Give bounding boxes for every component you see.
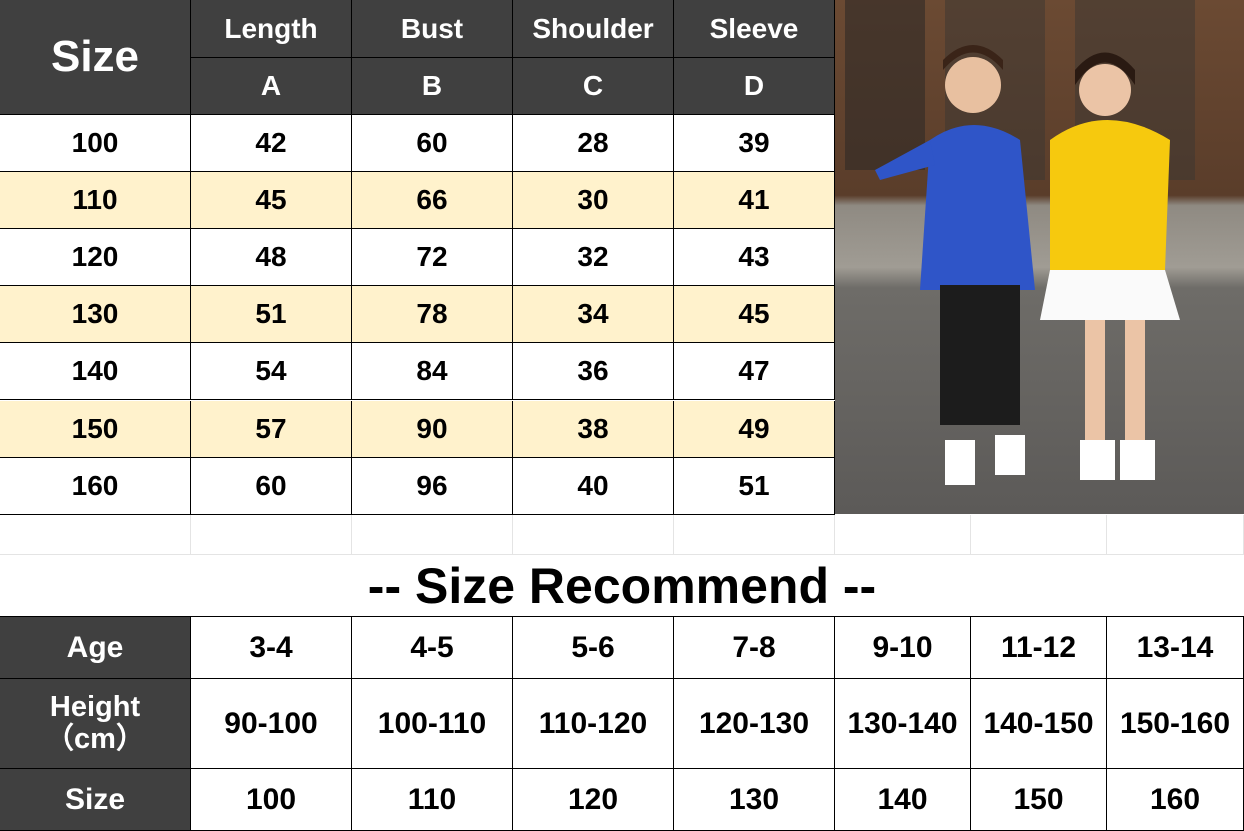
- measure-cell: 45: [674, 286, 835, 344]
- measure-cell: 38: [513, 400, 674, 458]
- age-cell: 13-14: [1107, 617, 1244, 679]
- recommended-size-cell: 120: [513, 769, 674, 831]
- recommended-size-cell: 130: [674, 769, 835, 831]
- measure-cell: 49: [674, 400, 835, 458]
- measure-cell: 96: [352, 457, 513, 515]
- size-label: Size: [0, 769, 191, 831]
- measure-cell: 36: [513, 343, 674, 401]
- measure-cell: 47: [674, 343, 835, 401]
- measure-cell: 30: [513, 172, 674, 230]
- measure-cell: 57: [191, 400, 352, 458]
- height-cell: 90-100: [191, 679, 352, 769]
- measure-cell: 42: [191, 115, 352, 172]
- column-code: A: [191, 58, 352, 115]
- size-cell: 130: [0, 286, 191, 344]
- measure-cell: 51: [191, 286, 352, 344]
- measure-cell: 28: [513, 115, 674, 172]
- height-label-line: （cm）: [45, 722, 145, 755]
- height-cell: 150-160: [1107, 679, 1244, 769]
- measure-cell: 78: [352, 286, 513, 344]
- recommended-size-cell: 140: [835, 769, 971, 831]
- size-cell: 160: [0, 457, 191, 515]
- size-cell: 100: [0, 115, 191, 172]
- size-cell: 150: [0, 400, 191, 458]
- age-cell: 5-6: [513, 617, 674, 679]
- spacer-cell: [674, 515, 835, 555]
- measure-cell: 54: [191, 343, 352, 401]
- height-cell: 110-120: [513, 679, 674, 769]
- measure-cell: 32: [513, 229, 674, 287]
- spacer-cell: [352, 515, 513, 555]
- age-cell: 7-8: [674, 617, 835, 679]
- recommended-size-cell: 160: [1107, 769, 1244, 831]
- height-cell: 100-110: [352, 679, 513, 769]
- age-cell: 4-5: [352, 617, 513, 679]
- measure-cell: 45: [191, 172, 352, 230]
- recommended-size-cell: 100: [191, 769, 352, 831]
- column-header: Bust: [352, 0, 513, 58]
- column-code: D: [674, 58, 835, 115]
- measure-cell: 66: [352, 172, 513, 230]
- column-code: C: [513, 58, 674, 115]
- size-cell: 140: [0, 343, 191, 401]
- spacer-cell: [191, 515, 352, 555]
- age-cell: 11-12: [971, 617, 1107, 679]
- measure-cell: 72: [352, 229, 513, 287]
- size-cell: 120: [0, 229, 191, 287]
- age-cell: 9-10: [835, 617, 971, 679]
- spacer-cell: [0, 515, 191, 555]
- spacer-cell: [1107, 515, 1244, 555]
- height-cell: 120-130: [674, 679, 835, 769]
- measure-cell: 39: [674, 115, 835, 172]
- size-cell: 110: [0, 172, 191, 230]
- measure-cell: 48: [191, 229, 352, 287]
- recommended-size-cell: 110: [352, 769, 513, 831]
- column-header: Shoulder: [513, 0, 674, 58]
- height-label: Height （cm）: [0, 679, 191, 769]
- column-header: Sleeve: [674, 0, 835, 58]
- measure-cell: 43: [674, 229, 835, 287]
- product-photo: [835, 0, 1244, 514]
- measure-cell: 90: [352, 400, 513, 458]
- measure-cell: 60: [191, 457, 352, 515]
- measure-cell: 34: [513, 286, 674, 344]
- column-code: B: [352, 58, 513, 115]
- measure-cell: 84: [352, 343, 513, 401]
- measure-cell: 51: [674, 457, 835, 515]
- size-header: Size: [0, 0, 191, 115]
- height-label-line: Height: [49, 690, 141, 723]
- recommended-size-cell: 150: [971, 769, 1107, 831]
- height-cell: 130-140: [835, 679, 971, 769]
- age-label: Age: [0, 617, 191, 679]
- measure-cell: 40: [513, 457, 674, 515]
- measure-cell: 60: [352, 115, 513, 172]
- measure-cell: 41: [674, 172, 835, 230]
- height-cell: 140-150: [971, 679, 1107, 769]
- age-cell: 3-4: [191, 617, 352, 679]
- recommend-title: -- Size Recommend --: [0, 555, 1244, 617]
- spacer-cell: [513, 515, 674, 555]
- spacer-cell: [835, 515, 971, 555]
- spacer-cell: [971, 515, 1107, 555]
- column-header: Length: [191, 0, 352, 58]
